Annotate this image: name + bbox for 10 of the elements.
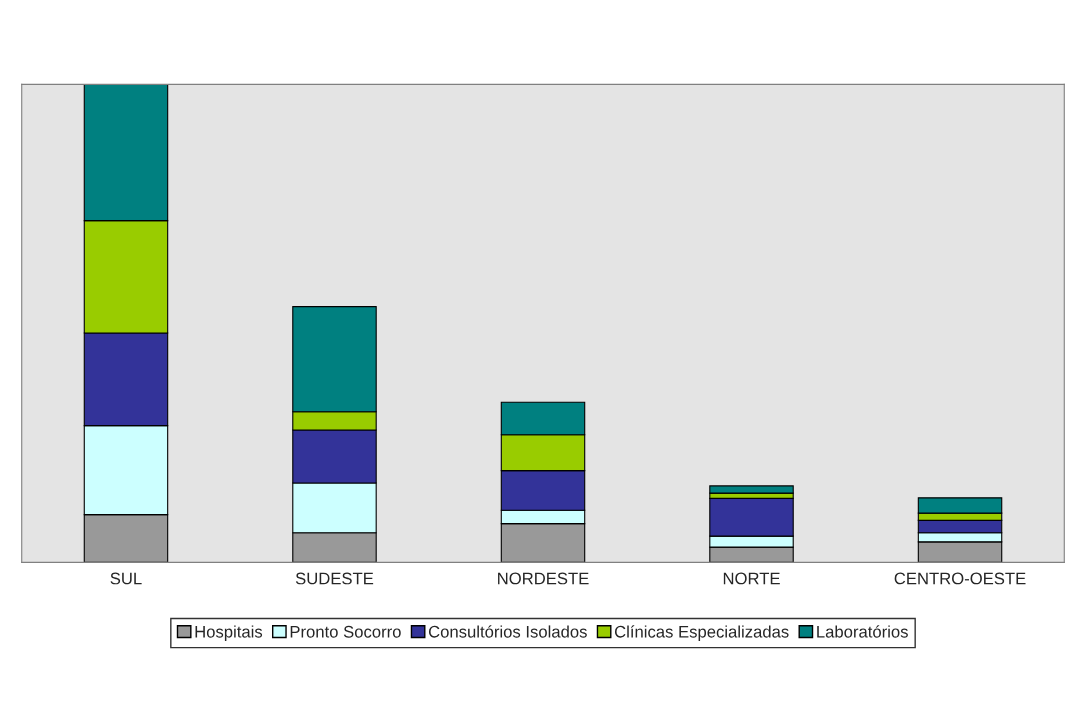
legend-label: Clínicas Especializadas <box>614 625 789 641</box>
legend-label: Laboratórios <box>817 625 908 638</box>
legend-label: Pronto Socorro <box>290 625 401 638</box>
x-tick-label: CENTRO-OESTE <box>894 572 1026 585</box>
x-tick-label: SUDESTE <box>295 572 374 585</box>
x-tick-label: SUL <box>110 572 142 585</box>
legend-label: Hospitais <box>195 625 263 641</box>
legend-label: Consultórios Isolados <box>428 625 587 638</box>
x-tick-label: NORTE <box>723 572 780 585</box>
x-tick-label: NORDESTE <box>498 572 589 585</box>
